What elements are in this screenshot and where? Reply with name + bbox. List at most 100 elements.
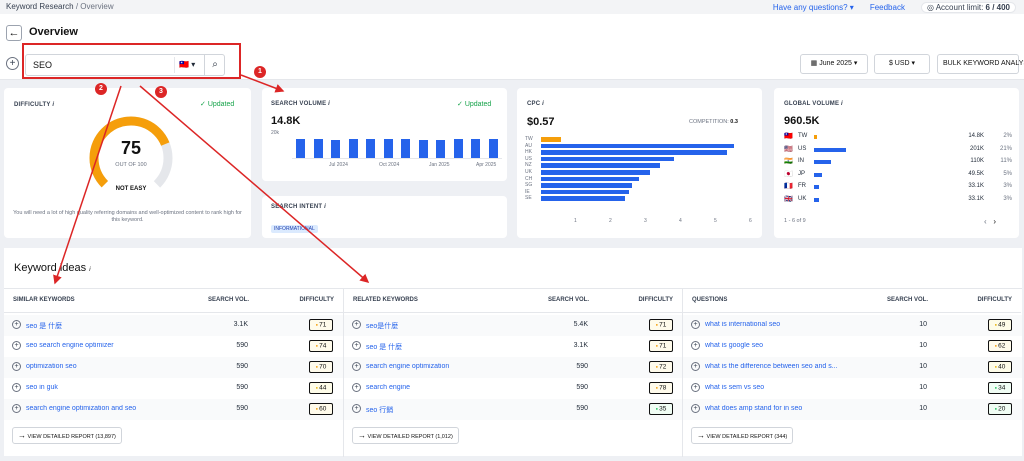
add-keyword-icon[interactable]: + (352, 320, 361, 329)
search-vol-header[interactable]: SEARCH VOL. (887, 297, 929, 303)
volume-bar[interactable] (331, 140, 341, 158)
country-label: HK (525, 149, 532, 156)
info-icon[interactable]: i (841, 101, 843, 107)
chevron-left-icon[interactable]: ‹ (984, 217, 987, 226)
keyword-volume: 3.1K (573, 342, 588, 349)
x-tick-label: 2 (609, 218, 612, 224)
view-report-button[interactable]: → VIEW DETAILED REPORT (1,012) (352, 427, 459, 444)
info-icon[interactable]: i (324, 204, 327, 210)
add-keyword-icon[interactable]: + (691, 383, 700, 392)
cpc-bar[interactable] (541, 150, 727, 155)
country-percent: 3% (1003, 183, 1012, 189)
search-button[interactable]: ⌕ (204, 55, 225, 75)
info-icon[interactable]: i (542, 101, 545, 107)
add-keyword-icon[interactable]: + (12, 404, 21, 413)
help-link[interactable]: Have any questions? ▾ (772, 3, 854, 12)
column-header: SIMILAR KEYWORDS SEARCH VOL. DIFFICULTY (4, 289, 343, 313)
x-tick-label: 6 (749, 218, 752, 224)
info-icon[interactable]: i (89, 267, 91, 273)
difficulty-rating: NOT EASY (115, 186, 147, 192)
cpc-bar[interactable] (541, 189, 629, 195)
difficulty-badge: 34 (988, 382, 1012, 394)
add-keyword-icon[interactable]: + (352, 341, 361, 350)
add-keyword-icon[interactable]: + (352, 383, 361, 392)
cpc-bar[interactable] (541, 170, 650, 175)
add-icon[interactable]: + (6, 57, 19, 70)
search-input[interactable]: SEO (33, 60, 53, 70)
date-select[interactable]: ▦ June 2025 ▾ (800, 54, 868, 74)
search-vol-header[interactable]: SEARCH VOL. (208, 297, 250, 303)
back-arrow-icon[interactable]: ← (6, 25, 22, 41)
keyword-list: +seo 是 什麼3.1K71+seo search engine optimi… (4, 315, 343, 420)
keyword-column: SIMILAR KEYWORDS SEARCH VOL. DIFFICULTY + se… (4, 289, 343, 457)
global-volume-label: GLOBAL VOLUME i (784, 101, 843, 107)
cpc-bar[interactable] (541, 163, 660, 168)
add-keyword-icon[interactable]: + (12, 341, 21, 350)
volume-bar[interactable] (366, 139, 376, 158)
volume-bar[interactable] (296, 139, 306, 158)
keyword-volume: 10 (919, 405, 927, 412)
bulk-analysis-button[interactable]: BULK KEYWORD ANALYSIS (937, 54, 1024, 74)
add-keyword-icon[interactable]: + (352, 404, 361, 413)
cpc-bar[interactable] (541, 176, 639, 182)
info-icon[interactable]: i (52, 102, 55, 108)
volume-bar[interactable] (348, 139, 358, 158)
cpc-bar[interactable] (541, 156, 674, 162)
volume-bar[interactable] (313, 139, 323, 158)
add-keyword-icon[interactable]: + (12, 320, 21, 329)
chevron-right-icon[interactable]: › (993, 217, 997, 226)
difficulty-header[interactable]: DIFFICULTY (299, 297, 334, 303)
add-keyword-icon[interactable]: + (691, 362, 700, 371)
volume-bar[interactable] (401, 139, 411, 158)
search-vol-header[interactable]: SEARCH VOL. (548, 297, 590, 303)
country-code: TW (798, 133, 808, 139)
flag-icon: 🇬🇧 (784, 195, 793, 203)
volume-bar[interactable] (471, 139, 481, 158)
country-share-bar (814, 147, 846, 152)
difficulty-value: 75 (120, 138, 142, 158)
cpc-bar[interactable] (541, 196, 625, 201)
volume-bar[interactable] (488, 139, 498, 158)
add-keyword-icon[interactable]: + (12, 383, 21, 392)
volume-bar[interactable] (436, 140, 446, 158)
country-select[interactable]: 🇹🇼 ▾ (174, 57, 202, 73)
x-tick-label: Oct 2024 (379, 162, 400, 168)
country-percent: 3% (1003, 195, 1012, 202)
add-keyword-icon[interactable]: + (691, 404, 700, 413)
arrow-right-icon: → (697, 431, 705, 440)
keyword-ideas-title: Keyword ideas i (14, 262, 91, 274)
keyword-ideas-panel: Keyword ideas i SIMILAR KEYWORDS SEARCH V… (4, 248, 1022, 457)
country-volume: 201K (969, 145, 984, 152)
country-code: UK (798, 195, 807, 202)
add-keyword-icon[interactable]: + (691, 320, 700, 329)
volume-bar[interactable] (383, 139, 393, 158)
cpc-bar[interactable] (541, 143, 734, 149)
volume-bar[interactable] (418, 140, 428, 158)
difficulty-badge: 71 (309, 319, 333, 331)
cpc-bar[interactable] (541, 183, 632, 188)
annotation-highlight-box (22, 43, 241, 79)
difficulty-card: DIFFICULTY i ✓ Updated 75 OUT OF 100 NOT… (4, 88, 251, 238)
difficulty-header[interactable]: DIFFICULTY (977, 297, 1012, 303)
difficulty-badge: 78 (649, 382, 673, 394)
view-report-button[interactable]: → VIEW DETAILED REPORT (344) (691, 427, 794, 444)
flag-icon: 🇮🇳 (784, 158, 793, 165)
add-keyword-icon[interactable]: + (352, 362, 361, 371)
difficulty-header[interactable]: DIFFICULTY (638, 297, 673, 303)
view-report-button[interactable]: → VIEW DETAILED REPORT (13,897) (12, 427, 122, 444)
breadcrumb-root[interactable]: Keyword Research (6, 2, 74, 11)
add-keyword-icon[interactable]: + (12, 362, 21, 371)
currency-select[interactable]: $ USD ▾ (874, 54, 930, 74)
competition: COMPETITION: 0.3 (689, 119, 738, 125)
add-keyword-icon[interactable]: + (691, 341, 700, 350)
keyword-column: RELATED KEYWORDS SEARCH VOL. DIFFICULTY + se… (343, 289, 683, 457)
keyword-volume: 590 (236, 342, 248, 349)
info-icon[interactable]: i (328, 101, 331, 107)
cpc-bar[interactable] (541, 137, 561, 142)
keyword-volume: 10 (919, 384, 927, 391)
volume-bar[interactable] (453, 139, 463, 158)
feedback-link[interactable]: Feedback (869, 3, 905, 12)
table-row: +what is google seo1062 (683, 336, 1022, 357)
column-title: SIMILAR KEYWORDS (13, 297, 75, 303)
chevron-down-icon: ▾ (191, 60, 196, 69)
